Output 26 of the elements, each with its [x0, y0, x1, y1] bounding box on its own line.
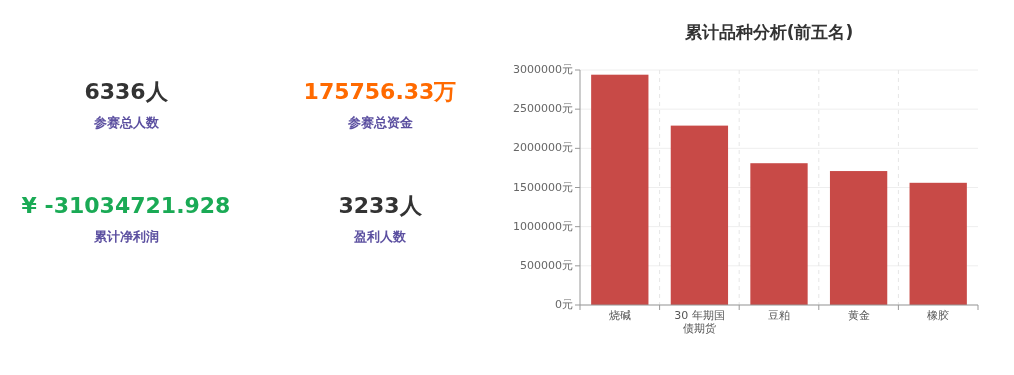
y-tick-label: 0元: [555, 298, 573, 311]
bar: [829, 171, 888, 305]
y-tick-label: 1000000元: [513, 219, 573, 233]
text: 参赛总资金: [346, 114, 414, 130]
chart-title: 累计品种分析(前五名): [683, 22, 854, 42]
x-tick-label: 橡胶: [927, 309, 950, 322]
text: 累计净利润: [92, 228, 159, 244]
y-tick-label: 2000000元: [513, 141, 573, 155]
text: ¥ -31034721.928: [21, 193, 231, 218]
bar: [670, 125, 729, 305]
text: 参赛总人数: [92, 114, 160, 130]
bar: [909, 182, 967, 305]
x-tick-label: 黄金: [847, 309, 870, 322]
y-tick-label: 3000000元: [513, 63, 573, 76]
y-tick-label: 500000元: [520, 258, 573, 272]
y-tick-label: 1500000元: [513, 180, 573, 194]
y-tick-label: 2500000元: [513, 102, 573, 116]
x-tick-label: 30 年期国债期货: [674, 309, 725, 335]
text: 盈利人数: [353, 228, 407, 244]
x-tick-label: 烧碱: [608, 309, 631, 322]
text: 175756.33万: [303, 79, 457, 104]
text: 3233人: [338, 193, 423, 218]
bar: [591, 74, 649, 305]
text: 6336人: [84, 79, 169, 104]
bar: [750, 163, 808, 305]
x-tick-label: 豆粕: [768, 309, 790, 322]
